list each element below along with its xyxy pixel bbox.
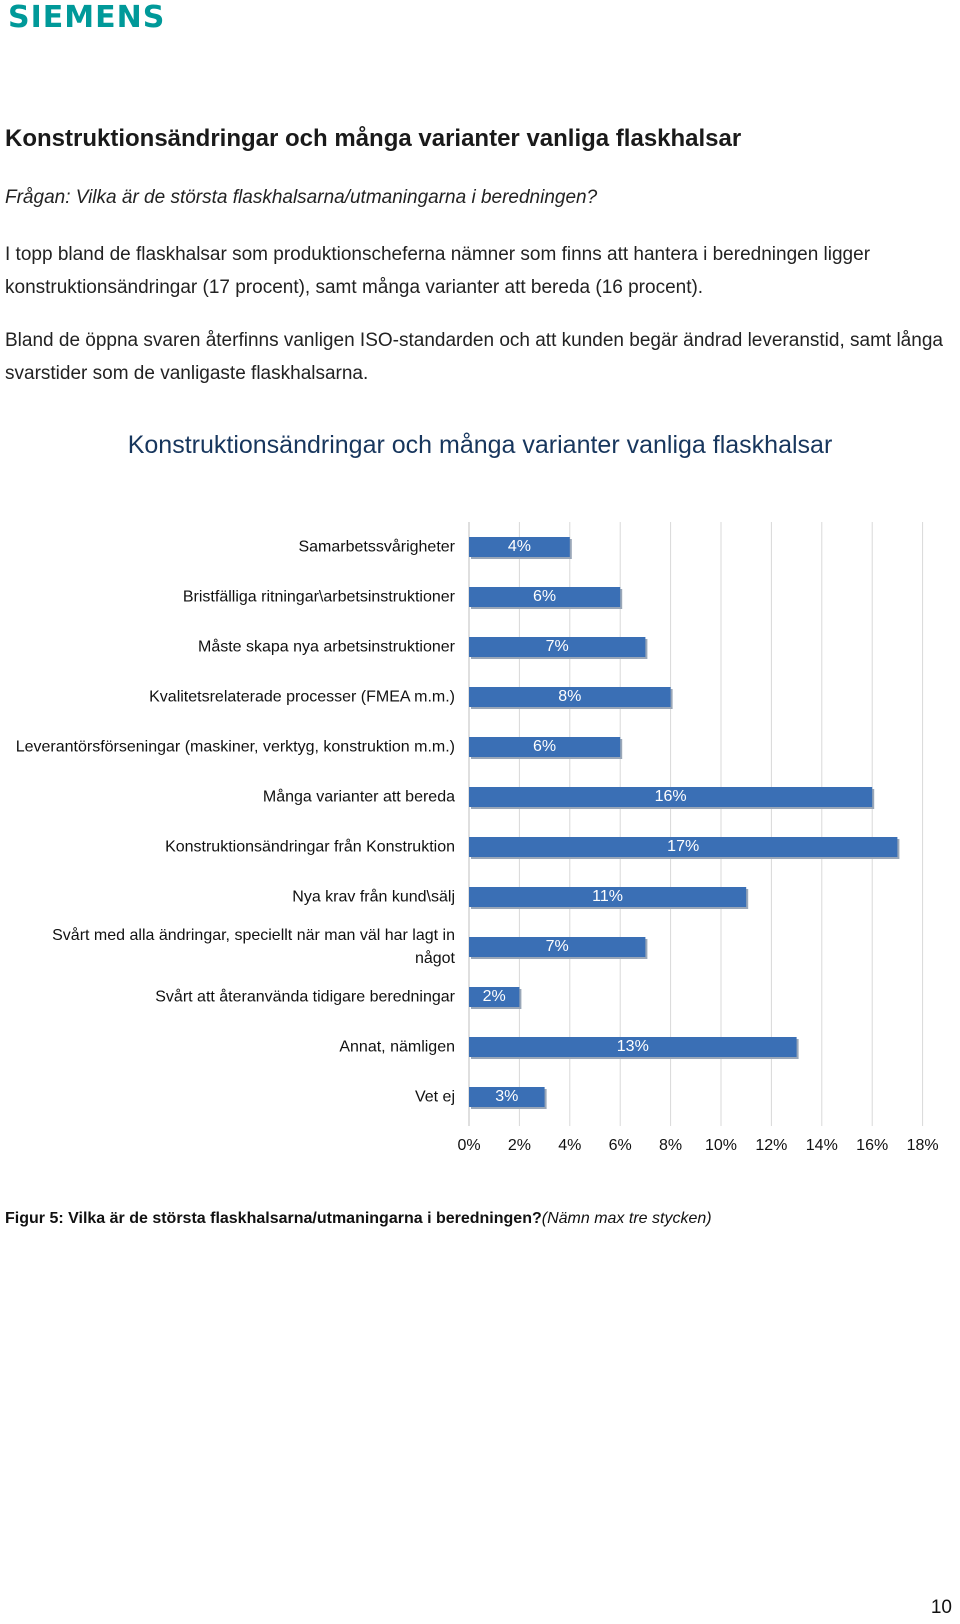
bar — [469, 887, 747, 907]
bar-value-label: 16% — [654, 788, 687, 805]
siemens-logo: SIEMENS — [8, 0, 166, 35]
bar-value-label: 17% — [667, 838, 700, 855]
paragraph-2: Bland de öppna svaren återfinns vanligen… — [5, 330, 943, 384]
bar — [469, 937, 646, 957]
caption-main: Figur 5: Vilka är de största flaskhalsar… — [5, 1210, 542, 1227]
category-label: Måste skapa nya arbetsinstruktioner — [197, 638, 455, 656]
bar — [469, 687, 671, 707]
x-tick-label: 8% — [659, 1137, 683, 1154]
page-number: 10 — [930, 1597, 952, 1618]
bar-value-label: 6% — [533, 738, 557, 755]
bar-value-label: 7% — [545, 938, 569, 955]
x-tick-label: 4% — [558, 1137, 582, 1154]
category-label: Annat, nämligen — [339, 1038, 455, 1056]
bar — [469, 1037, 797, 1057]
x-tick-label: 12% — [755, 1137, 788, 1154]
category-label: Bristfälliga ritningar\arbetsinstruktion… — [182, 588, 455, 606]
caption-note: (Nämn max tre stycken) — [541, 1210, 712, 1227]
x-tick-label: 16% — [856, 1137, 889, 1154]
bar — [469, 587, 621, 607]
bar — [469, 737, 621, 757]
x-tick-label: 6% — [608, 1137, 632, 1154]
bar-value-label: 11% — [592, 888, 624, 905]
x-tick-label: 14% — [805, 1137, 838, 1154]
bar — [469, 637, 646, 657]
bar — [469, 987, 520, 1007]
figure-caption: Figur 5: Vilka är de största flaskhalsar… — [5, 1210, 712, 1228]
bar-value-label: 7% — [545, 638, 569, 655]
category-label: Svårt med alla ändringar, speciellt när … — [52, 927, 455, 967]
x-tick-label: 2% — [507, 1137, 531, 1154]
bar-value-label: 4% — [507, 538, 531, 555]
bar — [469, 1087, 545, 1107]
category-label: Leverantörsförseningar (maskiner, verkty… — [15, 738, 455, 756]
bar-value-label: 2% — [482, 988, 506, 1005]
bar-value-label: 6% — [533, 588, 557, 605]
x-tick-label: 0% — [457, 1137, 481, 1154]
paragraph-1: I topp bland de flaskhalsar som produkti… — [5, 244, 871, 298]
category-label: Vet ej — [414, 1088, 455, 1106]
x-tick-label: 18% — [906, 1137, 939, 1154]
bar-value-label: 13% — [616, 1038, 649, 1055]
category-label: Kvalitetsrelaterade processer (FMEA m.m.… — [149, 688, 455, 706]
survey-question: Frågan: Vilka är de största flaskhalsarn… — [5, 187, 598, 208]
bar-value-label: 8% — [558, 688, 582, 705]
bar — [469, 837, 898, 857]
category-label: Många varianter att bereda — [262, 788, 455, 806]
category-label: Konstruktionsändringar från Konstruktion — [165, 838, 455, 856]
category-label: Samarbetssvårigheter — [298, 538, 455, 556]
bar — [469, 537, 570, 557]
category-label: Nya krav från kund\sälj — [292, 888, 455, 906]
chart-title: Konstruktionsändringar och många variant… — [127, 431, 833, 459]
page-heading: Konstruktionsändringar och många variant… — [5, 125, 742, 152]
x-tick-label: 10% — [704, 1137, 738, 1154]
bar-value-label: 3% — [495, 1088, 519, 1105]
bar — [469, 787, 873, 807]
category-label: Svårt att återanvända tidigare beredning… — [155, 988, 455, 1006]
